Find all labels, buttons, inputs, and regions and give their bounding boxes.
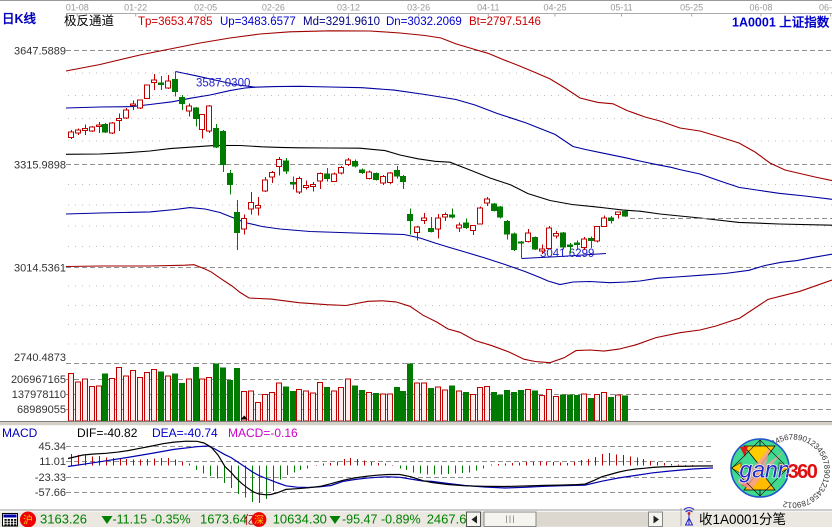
svg-text:2: 2	[819, 481, 829, 489]
svg-text:5: 5	[817, 449, 827, 458]
svg-text:1673.64: 1673.64	[200, 512, 247, 527]
svg-text:-11.15: -11.15	[113, 513, 148, 527]
svg-text:03-12: 03-12	[337, 3, 360, 13]
svg-text:2: 2	[808, 439, 817, 449]
svg-text:05-25: 05-25	[680, 3, 703, 13]
svg-text:4: 4	[773, 436, 782, 446]
svg-text:4: 4	[814, 488, 824, 498]
svg-text:3: 3	[812, 442, 822, 452]
svg-text:深: 深	[254, 515, 264, 527]
svg-text:2467.6: 2467.6	[427, 512, 467, 527]
svg-text:8: 8	[800, 498, 808, 508]
svg-text:收1A0001分笔: 收1A0001分笔	[699, 512, 786, 527]
svg-text:206967165: 206967165	[11, 374, 66, 386]
svg-text:Dn=3032.2069: Dn=3032.2069	[386, 16, 462, 28]
svg-text:9: 9	[796, 500, 802, 510]
svg-text:Tp=3653.4785: Tp=3653.4785	[138, 16, 213, 28]
svg-text:日K线: 日K线	[2, 11, 37, 26]
svg-text:DIF=-40.82: DIF=-40.82	[77, 426, 138, 440]
svg-text:3587.0300: 3587.0300	[196, 78, 250, 90]
svg-text:3: 3	[816, 485, 826, 494]
svg-text:9: 9	[797, 433, 804, 443]
svg-text:2: 2	[782, 499, 789, 509]
svg-text:Bt=2797.5146: Bt=2797.5146	[469, 16, 541, 28]
svg-text:360: 360	[788, 461, 818, 483]
svg-text:DEA=-40.74: DEA=-40.74	[152, 426, 218, 440]
svg-text:3647.5889: 3647.5889	[14, 46, 66, 58]
svg-text:0: 0	[822, 473, 832, 479]
svg-text:6: 6	[783, 433, 790, 443]
svg-text:04-25: 04-25	[543, 3, 566, 13]
svg-text:3041.6299: 3041.6299	[540, 248, 594, 260]
svg-text:1: 1	[805, 436, 814, 446]
svg-text:2740.4873: 2740.4873	[14, 352, 66, 364]
svg-text:8: 8	[793, 432, 799, 441]
svg-text:9: 9	[822, 469, 831, 474]
svg-text:137978110: 137978110	[12, 389, 66, 401]
svg-text:0: 0	[801, 434, 809, 444]
svg-text:-0.35%: -0.35%	[151, 513, 191, 527]
svg-text:02-26: 02-26	[262, 3, 285, 13]
svg-text:01-08: 01-08	[66, 3, 89, 13]
svg-text:68989055: 68989055	[17, 404, 66, 416]
svg-text:03-26: 03-26	[407, 3, 430, 13]
svg-text:MACD: MACD	[2, 426, 38, 440]
svg-text:06-22: 06-22	[819, 3, 832, 13]
svg-text:05-11: 05-11	[610, 3, 632, 13]
svg-text:5: 5	[778, 434, 786, 444]
svg-text:8: 8	[822, 464, 832, 470]
svg-text:-57.66: -57.66	[35, 487, 66, 499]
svg-text:04-11: 04-11	[477, 3, 499, 13]
svg-text:1: 1	[820, 477, 830, 484]
svg-text:10634.30: 10634.30	[273, 512, 327, 527]
svg-text:-23.33: -23.33	[35, 472, 66, 484]
svg-text:Up=3483.6577: Up=3483.6577	[220, 16, 296, 28]
svg-text:Md=3291.9610: Md=3291.9610	[303, 16, 380, 28]
svg-text:沪: 沪	[23, 514, 33, 527]
svg-text:1: 1	[787, 500, 793, 509]
svg-text:-95.47: -95.47	[342, 513, 377, 527]
svg-text:极反通道: 极反通道	[64, 14, 115, 28]
svg-text:6: 6	[807, 494, 816, 504]
svg-text:7: 7	[821, 459, 831, 466]
svg-text:-0.89%: -0.89%	[381, 513, 421, 527]
svg-text:0: 0	[792, 500, 797, 509]
svg-text:3163.26: 3163.26	[40, 512, 87, 527]
svg-text:02-05: 02-05	[194, 3, 217, 13]
svg-text:06-08: 06-08	[749, 3, 772, 13]
svg-text:4: 4	[815, 445, 825, 454]
svg-text:6: 6	[819, 454, 829, 462]
svg-text:3315.9898: 3315.9898	[14, 160, 66, 172]
svg-text:45.34: 45.34	[38, 441, 66, 453]
svg-text:MACD=-0.16: MACD=-0.16	[228, 426, 298, 440]
svg-text:7: 7	[804, 497, 812, 507]
svg-text:01-22: 01-22	[124, 3, 147, 13]
svg-text:1A0001 上证指数: 1A0001 上证指数	[732, 15, 830, 30]
svg-text:gann: gann	[739, 457, 790, 483]
svg-text:5: 5	[811, 491, 821, 501]
svg-text:3014.5361: 3014.5361	[14, 263, 66, 275]
svg-text:11.01: 11.01	[39, 456, 66, 468]
svg-text:7: 7	[788, 432, 794, 441]
